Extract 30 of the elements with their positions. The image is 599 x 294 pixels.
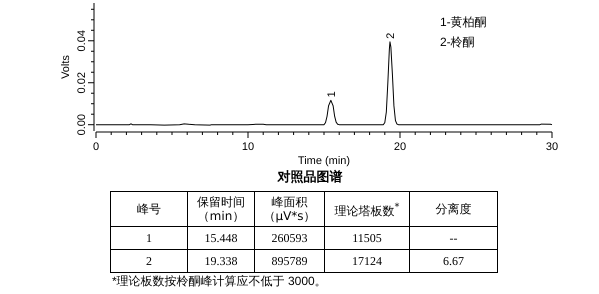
x-tick-label: 0 xyxy=(92,141,100,153)
text: 11505 xyxy=(324,226,410,250)
text: *理论板数按柃酮峰计算应不低于 3000。 xyxy=(112,273,327,290)
text: 对照品图谱 xyxy=(276,168,344,186)
text: 15.448 xyxy=(188,226,254,250)
text: 理论塔板数$^{*}$ xyxy=(324,192,410,226)
x-tick-label: 30 xyxy=(546,141,558,153)
y-tick-label: 0.00 xyxy=(76,114,88,136)
text: 895789 xyxy=(254,250,324,272)
annotation: 1 xyxy=(326,91,338,98)
text: 分离度 xyxy=(410,192,498,226)
text: -- xyxy=(410,226,498,250)
text: 17124 xyxy=(324,250,410,272)
text: 2 xyxy=(110,250,188,272)
x-axis-title: Time (min) xyxy=(298,155,350,167)
text: 1 xyxy=(110,226,188,250)
y-axis-title: Volts xyxy=(60,54,72,79)
text: 6.67 xyxy=(410,250,498,272)
text: 峰号 xyxy=(110,192,188,226)
annotation: 2-柃酮 xyxy=(440,34,476,51)
text: 保留时间（min） xyxy=(188,192,254,226)
annotation: 1-黄柏酮 xyxy=(440,14,487,31)
y-tick-label: 0.04 xyxy=(76,30,88,52)
text: 19.338 xyxy=(188,250,254,272)
annotation: 2 xyxy=(384,32,397,39)
x-tick-label: 20 xyxy=(394,141,406,153)
y-tick-label: 0.02 xyxy=(76,72,88,94)
x-tick-label: 10 xyxy=(242,141,254,153)
text: 260593 xyxy=(254,226,324,250)
text: 峰面积（μV*s） xyxy=(254,192,324,226)
